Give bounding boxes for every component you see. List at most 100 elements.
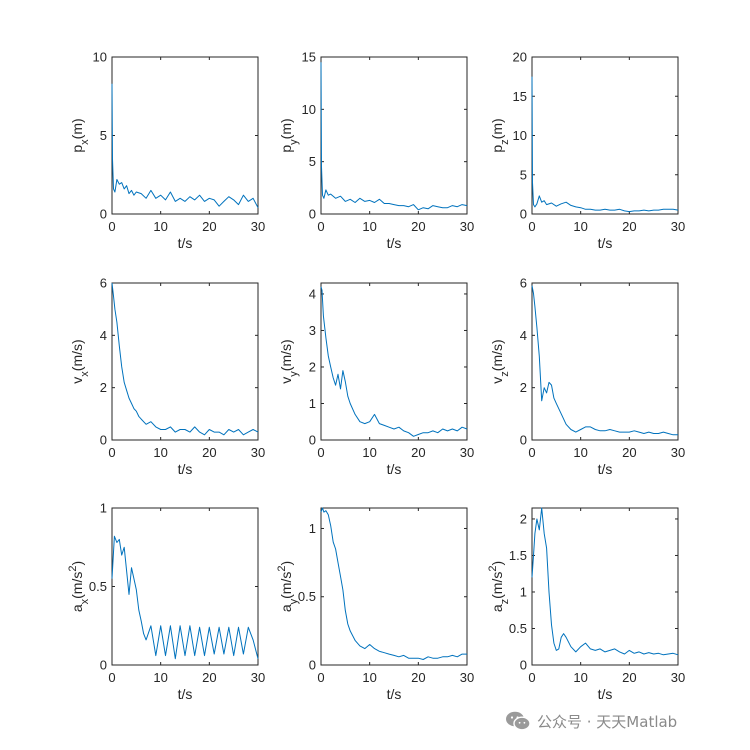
y-tick-label: 2: [309, 359, 316, 374]
x-tick-label: 10: [573, 219, 587, 234]
subplot-ax: 0 10 20 30 0 0.5 1 t/s ax(m/s2): [67, 501, 265, 703]
x-tick-label: 0: [317, 445, 324, 460]
x-axis-label: t/s: [598, 461, 613, 477]
plot-frame: [531, 282, 679, 441]
y-tick-label: 0: [309, 207, 316, 222]
y-tick-label: 0: [309, 433, 316, 448]
subplot-py: 0 10 20 30 0 5 10 15 t/s py(m): [278, 50, 474, 252]
series-line-pz: [531, 76, 679, 213]
y-axis-label-group: vz(m/s): [489, 339, 511, 383]
x-tick-label: 0: [528, 670, 535, 685]
y-axis-label: ax(m/s2): [67, 561, 91, 612]
y-tick-label: 1: [309, 521, 316, 536]
x-axis-label: t/s: [598, 686, 613, 702]
series-line-px: [111, 83, 259, 208]
x-axis-label: t/s: [387, 461, 402, 477]
y-tick-label: 3: [309, 323, 316, 338]
x-tick-label: 10: [573, 670, 587, 685]
subplot-vx: 0 10 20 30 0 2 4 6 t/s vx(m/s): [69, 276, 265, 478]
x-tick-label: 0: [528, 445, 535, 460]
plot-frame: [531, 56, 679, 215]
x-tick-label: 30: [671, 445, 685, 460]
y-tick-label: 10: [513, 128, 527, 143]
y-axis-label: vx(m/s): [69, 339, 91, 383]
wechat-icon: [506, 711, 531, 731]
plot-frame: [320, 507, 468, 666]
y-axis-label-group: vy(m/s): [278, 339, 300, 383]
x-tick-label: 0: [108, 445, 115, 460]
y-tick-label: 4: [520, 328, 527, 343]
plot-frame: [531, 507, 679, 666]
y-axis-label-group: py(m): [278, 118, 300, 152]
plot-frame: [320, 56, 468, 215]
x-tick-label: 30: [251, 445, 265, 460]
plot-frame: [111, 282, 259, 441]
y-tick-label: 6: [100, 276, 107, 291]
x-tick-label: 0: [528, 219, 535, 234]
x-tick-label: 30: [460, 445, 474, 460]
subplot-pz: 0 10 20 30 0 5 10 15 20 t/s pz(m): [489, 50, 685, 252]
y-axis-label-group: vx(m/s): [69, 339, 91, 383]
y-tick-label: 20: [513, 50, 527, 65]
x-tick-label: 30: [460, 219, 474, 234]
x-tick-label: 30: [251, 219, 265, 234]
y-axis-label: az(m/s2): [487, 561, 511, 612]
plot-frame: [111, 56, 259, 215]
series-line-vx: [111, 282, 259, 436]
plot-frame: [111, 507, 259, 666]
y-tick-label: 4: [309, 286, 316, 301]
subplot-ay: 0 10 20 30 0 0.5 1 t/s ay(m/s2): [276, 507, 474, 702]
y-tick-label: 0.5: [509, 621, 527, 636]
y-tick-label: 5: [309, 154, 316, 169]
y-axis-label-group: ay(m/s2): [276, 561, 300, 612]
y-tick-label: 6: [520, 276, 527, 291]
x-tick-label: 10: [362, 670, 376, 685]
y-tick-label: 0: [100, 658, 107, 673]
x-tick-label: 20: [411, 219, 425, 234]
y-tick-label: 0.5: [89, 579, 107, 594]
x-tick-label: 20: [202, 445, 216, 460]
x-tick-label: 10: [362, 445, 376, 460]
x-tick-label: 30: [671, 219, 685, 234]
y-axis-label: px(m): [69, 118, 91, 152]
series-line-vz: [531, 285, 678, 436]
y-tick-label: 10: [93, 50, 107, 65]
y-tick-label: 1: [520, 584, 527, 599]
x-tick-label: 10: [573, 445, 587, 460]
y-tick-label: 2: [520, 380, 527, 395]
y-axis-label: vy(m/s): [278, 339, 300, 383]
y-tick-label: 0.5: [298, 589, 316, 604]
y-tick-label: 0: [520, 433, 527, 448]
y-tick-label: 5: [100, 128, 107, 143]
watermark-text: 公众号 · 天天Matlab: [537, 712, 678, 731]
y-tick-label: 1.5: [509, 548, 527, 563]
x-tick-label: 20: [411, 445, 425, 460]
x-tick-label: 20: [202, 219, 216, 234]
series-line-ay: [320, 507, 467, 660]
y-tick-label: 5: [520, 167, 527, 182]
y-tick-label: 15: [513, 89, 527, 104]
x-tick-label: 20: [202, 670, 216, 685]
y-axis-label: ay(m/s2): [276, 561, 300, 612]
y-tick-label: 0: [309, 658, 316, 673]
x-axis-label: t/s: [178, 235, 193, 251]
y-tick-label: 0: [100, 433, 107, 448]
y-axis-label: pz(m): [489, 118, 511, 152]
series-line-ax: [111, 535, 259, 660]
y-axis-label: vz(m/s): [489, 339, 511, 383]
y-tick-label: 0: [100, 207, 107, 222]
x-tick-label: 30: [251, 670, 265, 685]
series-line-py: [320, 62, 468, 211]
x-axis-label: t/s: [387, 235, 402, 251]
subplot-px: 0 10 20 30 0 5 10 t/s px(m): [69, 50, 265, 252]
x-axis-label: t/s: [598, 235, 613, 251]
y-axis-label-group: az(m/s2): [487, 561, 511, 612]
watermark: 公众号 · 天天Matlab: [505, 709, 677, 733]
x-tick-label: 0: [108, 670, 115, 685]
x-tick-label: 10: [362, 219, 376, 234]
y-tick-label: 1: [309, 396, 316, 411]
y-tick-label: 0: [520, 658, 527, 673]
x-tick-label: 10: [153, 670, 167, 685]
y-tick-label: 1: [100, 501, 107, 516]
x-tick-label: 10: [153, 445, 167, 460]
